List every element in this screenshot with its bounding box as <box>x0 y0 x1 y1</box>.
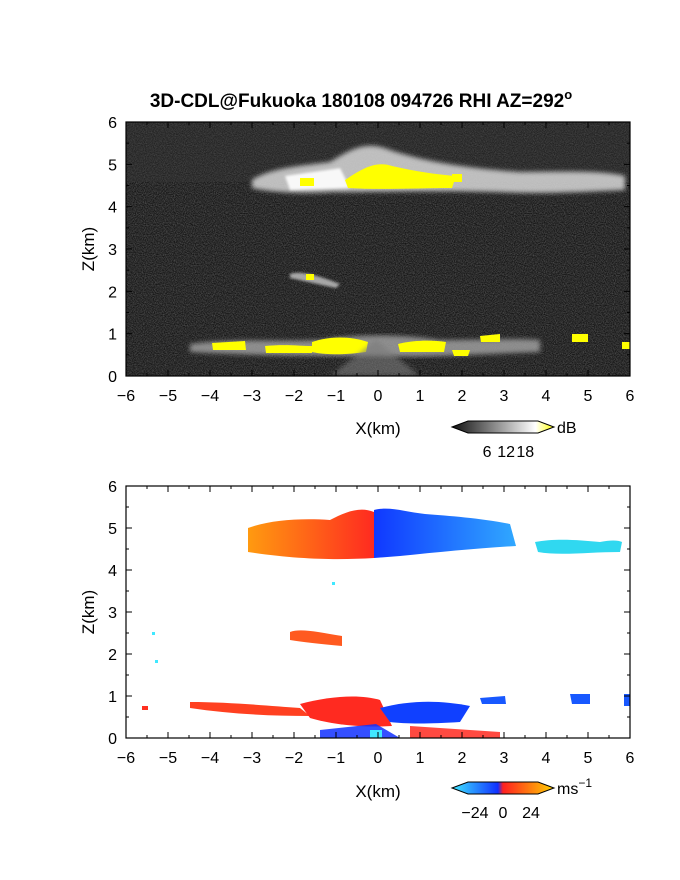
low-yellow-8 <box>622 342 630 349</box>
top-colorbar-unit: dB <box>557 420 577 437</box>
bottom-y-tick-label: 1 <box>108 689 117 706</box>
bottom-y-tick-label: 6 <box>108 479 117 496</box>
top-y-tick-label: 6 <box>108 115 117 132</box>
mid-echo <box>290 272 340 288</box>
low-yellow-4 <box>398 340 446 352</box>
bottom-colorbar: −24 0 24 ms−1 <box>450 776 592 822</box>
speck-2 <box>155 660 158 663</box>
top-x-tick-label: 2 <box>458 388 467 405</box>
bottom-x-axis-label: X(km) <box>355 782 400 801</box>
bottom-x-tick-label: 5 <box>584 750 593 767</box>
ground-positive-velocity <box>410 726 500 738</box>
bottom-y-tick-label: 5 <box>108 521 117 538</box>
top-y-tick-label: 4 <box>108 200 117 217</box>
low-positive-speck <box>142 706 148 710</box>
bottom-colorbar-ticks: −24 0 24 <box>461 805 540 822</box>
speck-3 <box>332 582 335 585</box>
top-x-tick-label: −1 <box>327 388 345 405</box>
bottom-y-axis-label: Z(km) <box>79 590 98 634</box>
ground-zero-velocity <box>370 730 382 738</box>
top-colorbar-tick-label: 6 <box>483 444 492 461</box>
top-x-tick-label: −6 <box>117 388 135 405</box>
chart-title: 3D-CDL@Fukuoka 180108 094726 RHI AZ=292o <box>150 87 572 112</box>
low-yellow-1 <box>212 341 246 350</box>
top-x-tick-label: 3 <box>500 388 509 405</box>
top-colorbar-tick-label: 12 <box>497 444 515 461</box>
top-x-axis-label: X(km) <box>355 419 400 438</box>
bottom-x-tick-label: 1 <box>416 750 425 767</box>
top-colorbar-ticks: 6 12 18 <box>483 444 535 461</box>
top-x-tick-label: 0 <box>374 388 383 405</box>
upper-negative-velocity <box>374 508 516 558</box>
bottom-x-tick-label: −1 <box>327 750 345 767</box>
upper-distant-velocity <box>535 539 622 554</box>
top-y-tick-label: 2 <box>108 284 117 301</box>
bottom-colorbar-tick-label: 24 <box>522 805 540 822</box>
low-yellow-7 <box>572 334 588 342</box>
low-yellow-2 <box>265 345 312 353</box>
top-y-tick-label: 0 <box>108 369 117 386</box>
bottom-colorbar-tick-label: −24 <box>461 805 488 822</box>
bottom-x-tick-label: −2 <box>285 750 303 767</box>
top-x-axis: −6 −5 −4 −3 −2 −1 0 1 2 3 4 5 6 <box>117 122 635 405</box>
low-yellow-5 <box>452 350 470 356</box>
top-y-tick-label: 1 <box>108 327 117 344</box>
bottom-x-tick-label: 6 <box>626 750 635 767</box>
top-x-tick-label: −4 <box>201 388 219 405</box>
top-colorbar: 6 12 18 dB <box>450 420 577 461</box>
top-x-tick-label: 1 <box>416 388 425 405</box>
upper-cloud-yellow <box>345 164 456 189</box>
low-positive-velocity-2 <box>300 696 392 727</box>
bottom-x-axis: −6 −5 −4 −3 −2 −1 0 1 2 3 4 5 6 <box>117 486 635 767</box>
top-colorbar-bar <box>450 420 556 434</box>
bottom-y-tick-label: 0 <box>108 731 117 748</box>
bottom-x-tick-label: −5 <box>159 750 177 767</box>
upper-cloud-yellow-2 <box>300 178 314 186</box>
low-yellow-3 <box>312 337 368 355</box>
bottom-x-tick-label: −4 <box>201 750 219 767</box>
speck-1 <box>152 632 155 635</box>
mid-velocity <box>290 630 342 646</box>
top-colorbar-tick-label: 18 <box>516 444 534 461</box>
bottom-y-tick-label: 4 <box>108 563 117 580</box>
bottom-x-tick-label: 3 <box>500 750 509 767</box>
bottom-y-tick-label: 3 <box>108 605 117 622</box>
low-negative-velocity <box>380 701 470 724</box>
edge-negative-velocity <box>624 694 630 706</box>
far-negative-velocity <box>570 694 590 704</box>
top-x-tick-label: −5 <box>159 388 177 405</box>
bottom-colorbar-tick-label: 0 <box>499 805 508 822</box>
upper-cloud-yellow-3 <box>452 174 462 182</box>
low-negative-speck <box>480 696 506 704</box>
bottom-x-tick-label: −6 <box>117 750 135 767</box>
top-x-tick-label: 6 <box>626 388 635 405</box>
top-x-tick-label: −3 <box>243 388 261 405</box>
bottom-x-tick-label: 0 <box>374 750 383 767</box>
top-x-tick-label: 4 <box>542 388 551 405</box>
bottom-plot-area <box>126 486 630 738</box>
ground-clutter-fan <box>330 340 420 376</box>
upper-positive-velocity <box>248 509 374 560</box>
bottom-x-tick-label: 4 <box>542 750 551 767</box>
top-plot-area <box>126 122 630 376</box>
top-y-axis: 0 1 2 3 4 5 6 <box>108 115 630 386</box>
mid-echo-yellow <box>306 274 314 280</box>
top-y-tick-label: 5 <box>108 157 117 174</box>
top-y-tick-label: 3 <box>108 242 117 259</box>
top-x-tick-label: −2 <box>285 388 303 405</box>
bottom-colorbar-unit: ms−1 <box>557 776 592 798</box>
top-y-axis-label: Z(km) <box>79 227 98 271</box>
bottom-x-tick-label: 2 <box>458 750 467 767</box>
bottom-x-tick-label: −3 <box>243 750 261 767</box>
bottom-colorbar-bar <box>450 781 556 795</box>
low-yellow-6 <box>480 334 500 342</box>
bottom-y-axis: 0 1 2 3 4 5 6 <box>108 479 630 748</box>
top-x-tick-label: 5 <box>584 388 593 405</box>
bottom-y-tick-label: 2 <box>108 647 117 664</box>
low-positive-velocity-1 <box>190 702 310 716</box>
